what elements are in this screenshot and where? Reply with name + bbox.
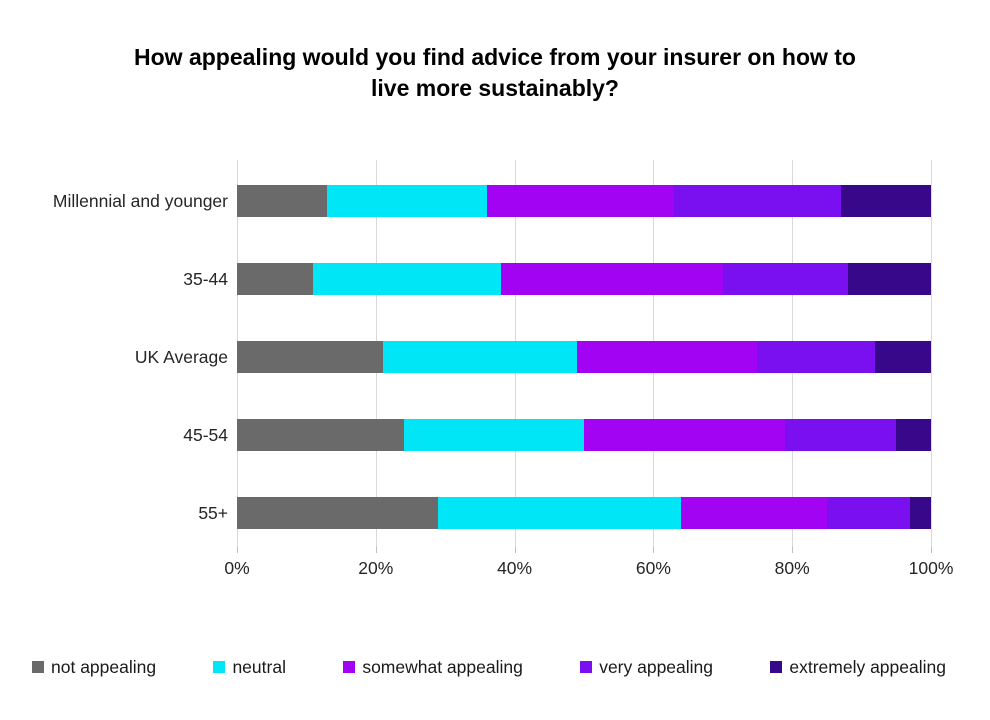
- legend-swatch-icon: [32, 661, 44, 673]
- bar-segment-not-appealing: [237, 185, 328, 217]
- chart-title-text: How appealing would you find advice from…: [134, 44, 856, 101]
- bar-segment-extremely-appealing: [847, 263, 931, 295]
- x-axis-label: 80%: [774, 558, 810, 578]
- legend-label: very appealing: [599, 656, 714, 677]
- legend-swatch-icon: [770, 661, 783, 673]
- legend-item-not-appealing: not appealing: [32, 657, 156, 678]
- plot-area: [237, 160, 932, 553]
- chart-title: How appealing would you find advice from…: [0, 42, 990, 104]
- bar-segment-very-appealing: [785, 419, 897, 451]
- bar-segment-very-appealing: [757, 341, 876, 373]
- x-axis-label: 0%: [224, 558, 250, 578]
- bar-track-35-44: [237, 263, 931, 295]
- legend-label: not appealing: [51, 656, 157, 677]
- x-axis: 0% 20% 40% 60% 80% 100%: [224, 558, 953, 582]
- legend-item-neutral: neutral: [213, 657, 286, 678]
- bar-segment-neutral: [313, 263, 501, 295]
- legend-label: somewhat appealing: [362, 656, 523, 677]
- bar-segment-neutral: [327, 185, 487, 217]
- bar-segment-neutral: [438, 497, 682, 529]
- axis-tick: [237, 547, 238, 553]
- legend-item-very-appealing: very appealing: [580, 657, 713, 678]
- bar-segment-somewhat-appealing: [486, 185, 675, 217]
- bar-segment-very-appealing: [826, 497, 911, 529]
- bar-segment-somewhat-appealing: [577, 341, 758, 373]
- bar-segment-somewhat-appealing: [500, 263, 723, 295]
- bar-track-uk-average: [237, 341, 931, 373]
- bar-segment-not-appealing: [237, 419, 404, 451]
- category-label: 35-44: [183, 269, 228, 289]
- bar-track-45-54: [237, 419, 931, 451]
- legend-item-somewhat-appealing: somewhat appealing: [343, 657, 523, 678]
- x-axis-label: 60%: [635, 558, 671, 578]
- bar-segment-not-appealing: [237, 341, 383, 373]
- bar-segment-very-appealing: [674, 185, 841, 217]
- axis-tick: [514, 547, 516, 553]
- bar-track-55-: [237, 497, 931, 529]
- category-axis: Millennial and younger 35-44 UK Average 45-…: [0, 160, 228, 547]
- legend-item-extremely-appealing: extremely appealing: [770, 657, 946, 678]
- category-label: UK Average: [134, 347, 228, 367]
- bar-segment-somewhat-appealing: [583, 419, 786, 451]
- axis-tick: [653, 547, 655, 553]
- legend-label: neutral: [232, 656, 286, 677]
- legend-label: extremely appealing: [789, 656, 946, 677]
- bar-segment-not-appealing: [237, 263, 314, 295]
- category-label: 55+: [198, 503, 228, 523]
- bar-segment-extremely-appealing: [910, 497, 931, 529]
- x-axis-label: 20%: [358, 558, 394, 578]
- x-axis-label: 40%: [497, 558, 533, 578]
- gridline: [931, 160, 932, 547]
- legend: not appealing neutral somewhat appealing ve…: [32, 652, 946, 682]
- axis-tick: [375, 547, 377, 553]
- bar-segment-extremely-appealing: [875, 341, 931, 373]
- bar-segment-very-appealing: [722, 263, 848, 295]
- bar-track-millennial-and-younger: [237, 185, 931, 217]
- legend-swatch-icon: [343, 661, 356, 673]
- category-label: 45-54: [183, 425, 228, 445]
- bar-segment-neutral: [403, 419, 584, 451]
- legend-swatch-icon: [213, 661, 226, 673]
- bar-segment-extremely-appealing: [896, 419, 931, 451]
- legend-swatch-icon: [580, 661, 593, 673]
- axis-tick: [931, 547, 932, 553]
- category-label: Millennial and younger: [52, 191, 228, 211]
- axis-tick: [792, 547, 794, 553]
- bar-segment-not-appealing: [237, 497, 439, 529]
- bar-segment-extremely-appealing: [840, 185, 931, 217]
- x-axis-label: 100%: [908, 558, 954, 578]
- bar-segment-neutral: [382, 341, 578, 373]
- bar-segment-somewhat-appealing: [681, 497, 827, 529]
